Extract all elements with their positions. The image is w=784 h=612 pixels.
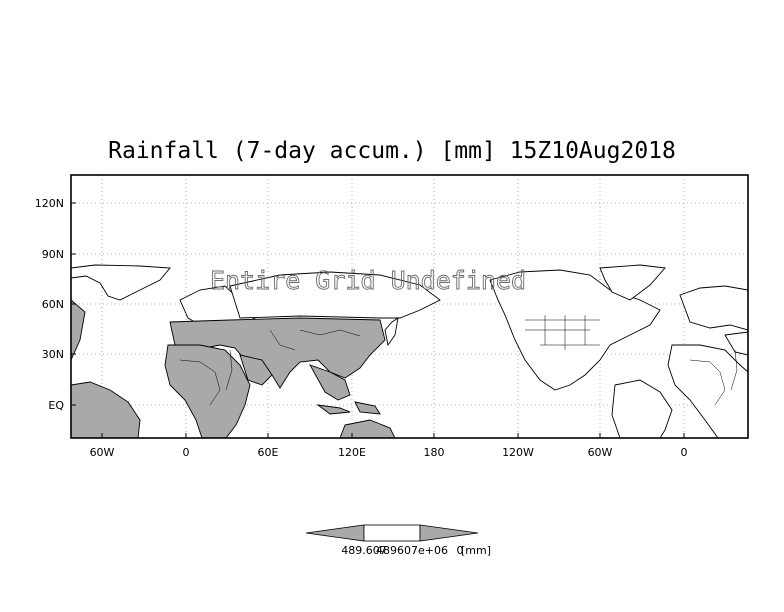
japan <box>384 317 399 347</box>
colorbar-label-mid: 489607e+06 <box>376 544 448 557</box>
north-america-west-fragment <box>71 299 86 361</box>
australia <box>339 419 396 438</box>
map-content <box>71 175 748 438</box>
colorbar-label-right: 0 <box>457 544 464 557</box>
south-america-east <box>611 379 673 438</box>
siberia <box>229 271 441 319</box>
lat-label-90n: 90N <box>42 248 64 261</box>
africa <box>164 344 251 438</box>
colorbar-unit: [mm] <box>461 544 491 557</box>
lon-label-60w-left: 60W <box>90 446 115 459</box>
lon-label-60w-right: 60W <box>588 446 613 459</box>
europe-right <box>679 285 748 331</box>
lon-label-0-right: 0 <box>681 446 688 459</box>
africa-right <box>667 344 748 438</box>
lon-label-120e: 120E <box>338 446 366 459</box>
axis-ticks <box>71 202 685 438</box>
greenland-east <box>599 264 666 301</box>
lon-label-60e: 60E <box>258 446 279 459</box>
lat-label-120n: 120N <box>35 197 64 210</box>
map-frame-border <box>70 174 749 439</box>
southeast-asia <box>309 364 351 401</box>
south-america-west <box>71 381 141 438</box>
greenland-west <box>71 264 171 301</box>
lon-label-0-left: 0 <box>183 446 190 459</box>
colorbar: 489.607 489607e+06 0 [mm] <box>305 524 491 557</box>
colorbar-right-arrow <box>419 524 479 542</box>
arabian-peninsula <box>239 354 273 386</box>
indonesia <box>316 401 381 415</box>
asia-right-fragment <box>724 331 748 356</box>
lat-label-60n: 60N <box>42 298 64 311</box>
colorbar-middle-box <box>363 524 421 542</box>
colorbar-label-left: 489.607 <box>341 544 387 557</box>
map-title: Rainfall (7-day accum.) [mm] 15Z10Aug201… <box>108 138 676 164</box>
lon-label-120w: 120W <box>502 446 534 459</box>
lat-label-30n: 30N <box>42 348 64 361</box>
country-borders <box>179 315 738 406</box>
eurasia-shaded <box>169 317 386 389</box>
lon-label-180: 180 <box>424 446 445 459</box>
undefined-grid-overlay: Entire Grid Undefined <box>210 266 526 295</box>
colorbar-left-arrow <box>305 524 365 542</box>
lat-label-eq: EQ <box>48 399 64 412</box>
